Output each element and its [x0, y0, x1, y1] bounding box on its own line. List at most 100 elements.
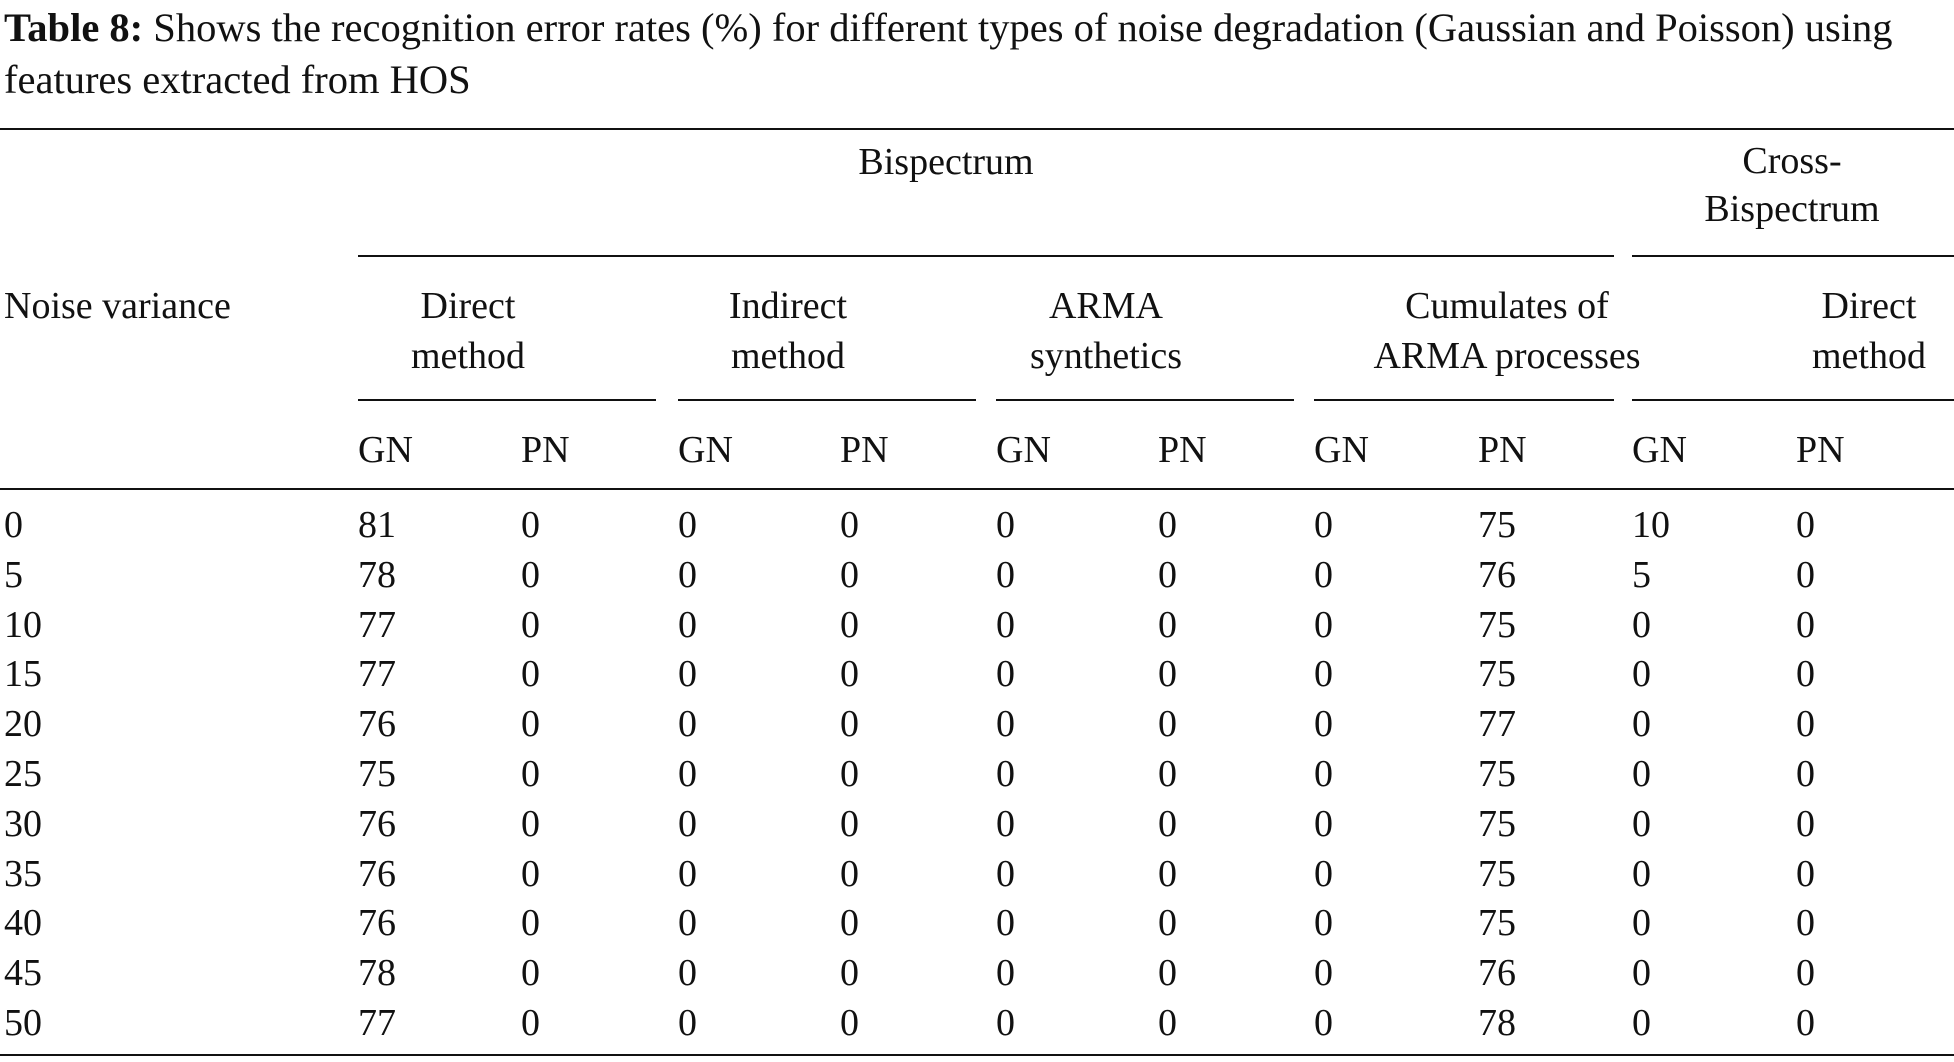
error-rate-cell: 75 — [1478, 504, 1516, 546]
error-rate-cell: 0 — [678, 753, 697, 795]
error-rate-cell: 0 — [996, 802, 1015, 845]
error-rate-cell: 0 — [840, 1002, 859, 1044]
error-rate-cell: 0 — [1796, 852, 1815, 895]
error-rate-cell: 0 — [678, 553, 697, 596]
error-rate-cell: 0 — [1158, 753, 1177, 795]
error-rate-cell: 0 — [1158, 852, 1177, 895]
error-rate-cell: 0 — [996, 902, 1015, 945]
error-rate-cell: 76 — [358, 852, 396, 895]
error-rate-cell: 10 — [1632, 504, 1670, 546]
subheader-pn: PN — [521, 429, 570, 471]
method-header-indirect: Indirect method — [678, 281, 898, 381]
error-rate-cell: 0 — [1796, 1002, 1815, 1044]
error-rate-cell: 0 — [1314, 653, 1333, 696]
table-header-rule — [0, 488, 1954, 490]
method-header-line2: synthetics — [1030, 335, 1182, 377]
table-row: 10 77 0 0 0 0 0 0 75 0 0 — [0, 600, 1954, 650]
error-rate-cell: 0 — [521, 504, 540, 546]
error-rate-cell: 0 — [1314, 852, 1333, 895]
table-caption-label: Table 8: — [4, 5, 144, 50]
error-rate-cell: 0 — [1632, 902, 1651, 945]
error-rate-cell: 76 — [1478, 952, 1516, 995]
table-row: 25 75 0 0 0 0 0 0 75 0 0 — [0, 749, 1954, 799]
error-rate-cell: 76 — [358, 902, 396, 945]
error-rate-cell: 0 — [1632, 653, 1651, 696]
error-rate-cell: 0 — [1314, 753, 1333, 795]
error-rate-cell: 0 — [1314, 504, 1333, 546]
error-rate-cell: 0 — [840, 653, 859, 696]
error-rate-cell: 0 — [1314, 703, 1333, 746]
table-row: 45 78 0 0 0 0 0 0 76 0 0 — [0, 948, 1954, 998]
noise-variance-cell: 20 — [4, 703, 42, 746]
error-rate-cell: 0 — [840, 802, 859, 845]
error-rate-cell: 0 — [996, 703, 1015, 746]
noise-variance-cell: 35 — [4, 852, 42, 895]
error-rate-cell: 76 — [358, 703, 396, 746]
error-rate-cell: 0 — [996, 952, 1015, 995]
error-rate-cell: 0 — [1796, 603, 1815, 646]
error-rate-cell: 78 — [1478, 1002, 1516, 1044]
method-header-line1: Direct — [420, 285, 516, 327]
error-rate-cell: 0 — [1796, 553, 1815, 596]
error-rate-cell: 0 — [996, 753, 1015, 795]
error-rate-cell: 81 — [358, 504, 396, 546]
error-rate-cell: 0 — [1632, 852, 1651, 895]
table-caption-text: Shows the recognition error rates (%) fo… — [4, 5, 1893, 102]
method-header-cumulates-arma: Cumulates of ARMA processes — [1342, 281, 1672, 381]
error-rate-cell: 0 — [678, 603, 697, 646]
error-rate-cell: 0 — [840, 553, 859, 596]
error-rate-cell: 0 — [521, 802, 540, 845]
noise-variance-cell: 50 — [4, 1002, 42, 1044]
error-rate-cell: 0 — [996, 852, 1015, 895]
error-rate-cell: 0 — [996, 653, 1015, 696]
error-rate-cell: 0 — [1314, 802, 1333, 845]
error-rate-cell: 77 — [358, 603, 396, 646]
table-row: 20 76 0 0 0 0 0 0 77 0 0 — [0, 699, 1954, 749]
subheader-pn: PN — [840, 429, 889, 471]
error-rate-cell: 0 — [1796, 952, 1815, 995]
error-rate-cell: 0 — [1796, 753, 1815, 795]
error-rate-cell: 78 — [358, 553, 396, 596]
error-rate-cell: 76 — [1478, 553, 1516, 596]
error-rate-cell: 0 — [521, 852, 540, 895]
noise-variance-cell: 0 — [4, 504, 23, 546]
method-rule-arma-synthetics — [996, 399, 1294, 401]
error-rate-cell: 0 — [840, 852, 859, 895]
error-rate-cell: 0 — [1632, 802, 1651, 845]
error-rate-cell: 0 — [521, 553, 540, 596]
error-rate-cell: 0 — [996, 553, 1015, 596]
subheader-gn: GN — [1632, 429, 1687, 471]
table-row: 0 81 0 0 0 0 0 0 75 10 0 — [0, 500, 1954, 550]
error-rate-cell: 0 — [1796, 504, 1815, 546]
error-rate-cell: 0 — [1314, 603, 1333, 646]
method-rule-indirect — [678, 399, 976, 401]
error-rate-cell: 0 — [1796, 802, 1815, 845]
error-rate-cell: 0 — [1158, 802, 1177, 845]
error-rate-cell: 0 — [1632, 952, 1651, 995]
noise-variance-cell: 5 — [4, 553, 23, 596]
error-rate-cell: 0 — [996, 504, 1015, 546]
table-row: 50 77 0 0 0 0 0 0 78 0 0 — [0, 998, 1954, 1048]
error-rate-cell: 0 — [678, 703, 697, 746]
noise-variance-cell: 10 — [4, 603, 42, 646]
error-rate-cell: 0 — [840, 504, 859, 546]
error-rate-cell: 0 — [996, 1002, 1015, 1044]
error-rate-cell: 0 — [521, 603, 540, 646]
error-rate-cell: 0 — [1158, 603, 1177, 646]
error-rate-cell: 0 — [1314, 952, 1333, 995]
method-header-line1: Indirect — [728, 285, 848, 327]
table-row: 5 78 0 0 0 0 0 0 76 5 0 — [0, 550, 1954, 600]
table-caption: Table 8: Shows the recognition error rat… — [4, 2, 1952, 106]
error-rate-cell: 75 — [1478, 802, 1516, 845]
error-rate-cell: 75 — [358, 753, 396, 795]
subheader-gn: GN — [358, 429, 413, 471]
error-rate-cell: 0 — [521, 952, 540, 995]
error-rate-cell: 0 — [1796, 902, 1815, 945]
error-rate-cell: 0 — [521, 703, 540, 746]
error-rate-cell: 77 — [358, 1002, 396, 1044]
method-header-arma-synthetics: ARMA synthetics — [996, 281, 1216, 381]
error-rate-cell: 75 — [1478, 852, 1516, 895]
noise-variance-cell: 40 — [4, 902, 42, 945]
table-row: 35 76 0 0 0 0 0 0 75 0 0 — [0, 849, 1954, 899]
error-rate-cell: 0 — [678, 802, 697, 845]
